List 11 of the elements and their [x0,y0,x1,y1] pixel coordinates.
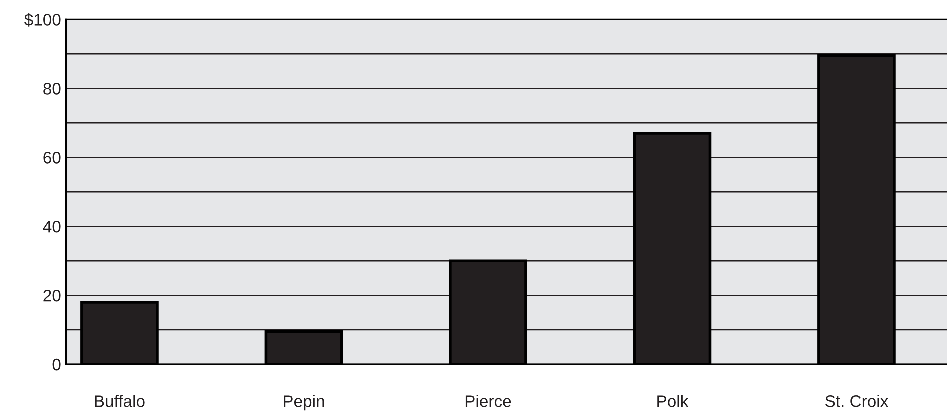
x-tick-label: Pierce [466,395,512,408]
y-tick-label: 40 [43,220,61,233]
y-tick-label: 0 [52,358,61,371]
y-tick-label: $100 [24,13,61,27]
x-tick-label: Buffalo [95,395,145,408]
x-tick-label: Polk [658,395,689,408]
y-tick-label: 20 [44,290,61,302]
y-tick-label: 60 [44,152,61,164]
x-tick-label: St. Croix [826,395,888,408]
y-tick-label: 80 [44,83,61,95]
x-tick-label: Pepin [284,395,324,411]
